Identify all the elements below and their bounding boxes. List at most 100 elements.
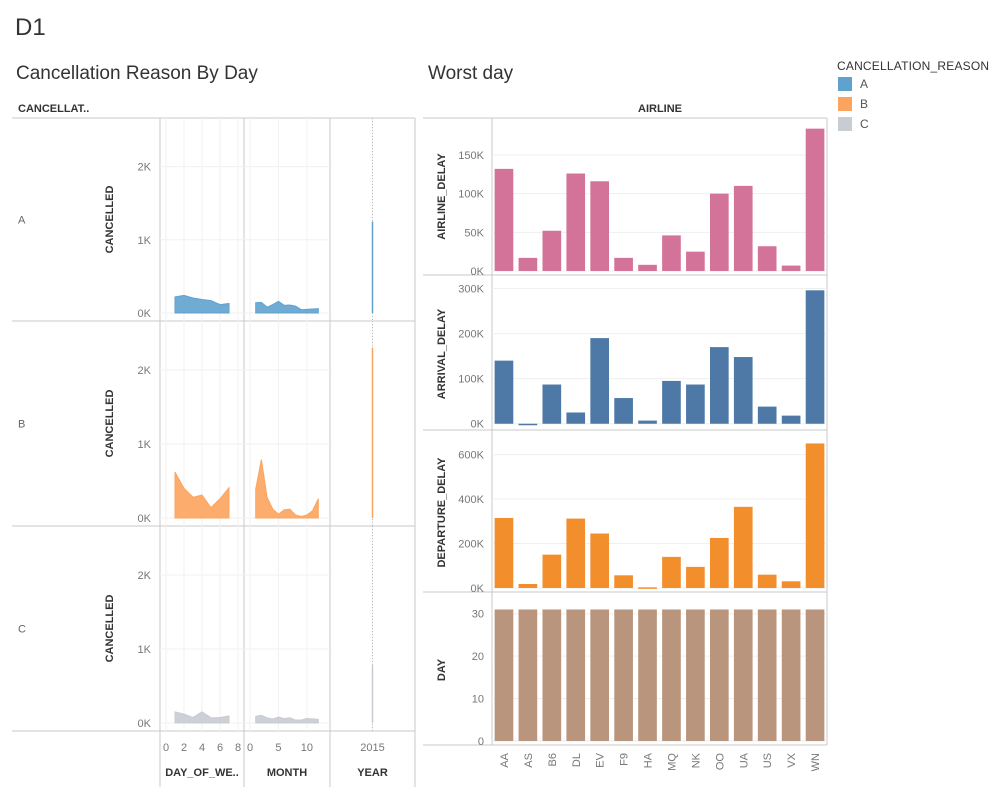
x-tick-label-wn: WN — [810, 753, 822, 771]
y-tick-label: 600K — [458, 450, 484, 462]
bar-departure_delay-wn — [805, 443, 825, 588]
legend-swatch-a — [838, 77, 852, 91]
y-tick-label: 0K — [138, 718, 152, 730]
legend-item-b[interactable]: B — [838, 97, 868, 111]
y-axis-title-airline_delay: AIRLINE_DELAY — [436, 153, 448, 240]
y-tick-label: 0 — [478, 736, 484, 748]
area-month-c — [255, 714, 319, 724]
x-tick-label-nk: NK — [690, 752, 702, 768]
bar-airline_delay-us — [757, 246, 777, 271]
bar-arrival_delay-dl — [566, 412, 586, 424]
bar-day-oo — [709, 609, 729, 741]
bar-day-us — [757, 609, 777, 741]
bar-airline_delay-ha — [638, 264, 657, 271]
area-day_of_week-a — [174, 294, 230, 314]
bar-day-ha — [638, 609, 657, 741]
y-axis-title-c: CANCELLED — [104, 595, 116, 663]
area-month-b — [255, 459, 319, 519]
x-tick-label: 8 — [235, 742, 241, 754]
legend-item-c[interactable]: C — [838, 117, 869, 131]
bar-arrival_delay-wn — [805, 290, 825, 424]
bar-airline_delay-as — [518, 257, 538, 271]
x-tick-label: 2 — [181, 742, 187, 754]
left-sheet-title: Cancellation Reason By Day — [16, 63, 258, 84]
y-tick-label: 150K — [458, 150, 484, 162]
bar-departure_delay-ua — [733, 506, 753, 588]
legend-label-c: C — [860, 117, 869, 131]
y-tick-label: 400K — [458, 494, 484, 506]
y-tick-label: 30 — [472, 609, 484, 621]
bar-departure_delay-f9 — [614, 575, 633, 588]
row-label-c: C — [18, 624, 26, 636]
row-label-a: A — [18, 215, 26, 227]
bar-arrival_delay-nk — [686, 384, 705, 424]
x-tick-label-ev: EV — [595, 752, 607, 767]
bar-airline_delay-f9 — [614, 257, 633, 271]
y-tick-label: 0K — [471, 419, 485, 431]
bar-airline_delay-dl — [566, 173, 586, 271]
y-tick-label: 20 — [472, 651, 484, 663]
bar-day-ev — [590, 609, 610, 741]
bar-departure_delay-dl — [566, 518, 586, 588]
bar-day-wn — [805, 609, 825, 741]
x-tick-label-aa: AA — [499, 752, 511, 767]
y-axis-title-day: DAY — [436, 658, 448, 681]
row-label-b: B — [18, 419, 25, 431]
bar-airline_delay-wn — [805, 128, 825, 271]
y-tick-label: 100K — [458, 374, 484, 386]
y-tick-label: 0K — [471, 583, 485, 595]
bar-departure_delay-us — [757, 574, 777, 588]
x-tick-label-us: US — [762, 753, 774, 768]
x-tick-label: 4 — [199, 742, 205, 754]
bar-day-vx — [781, 609, 801, 741]
bar-arrival_delay-ua — [733, 357, 753, 424]
area-day_of_week-b — [174, 471, 230, 519]
bar-arrival_delay-b6 — [542, 384, 562, 424]
y-tick-label: 0K — [471, 266, 485, 278]
bar-departure_delay-ha — [638, 587, 657, 589]
dashboard-title: D1 — [15, 14, 46, 41]
bar-airline_delay-ua — [733, 185, 753, 271]
bar-day-f9 — [614, 609, 633, 741]
bar-arrival_delay-aa — [494, 360, 514, 424]
bar-arrival_delay-us — [757, 406, 777, 424]
bar-airline_delay-nk — [686, 251, 705, 271]
y-tick-label: 200K — [458, 329, 484, 341]
bar-airline_delay-aa — [494, 168, 514, 271]
legend-item-a[interactable]: A — [838, 77, 868, 91]
area-month-a — [255, 300, 319, 314]
x-tick-label: 0 — [247, 742, 253, 754]
y-tick-label: 1K — [138, 644, 152, 656]
y-tick-label: 0K — [138, 513, 152, 525]
bar-day-mq — [662, 609, 681, 741]
x-tick-label-b6: B6 — [547, 753, 559, 766]
bar-airline_delay-mq — [662, 235, 681, 271]
y-axis-title-arrival_delay: ARRIVAL_DELAY — [436, 308, 448, 399]
bar-arrival_delay-vx — [781, 415, 801, 424]
bar-departure_delay-b6 — [542, 554, 562, 588]
x-axis-title-month: MONTH — [267, 767, 307, 779]
bar-airline_delay-b6 — [542, 230, 562, 271]
bar-arrival_delay-oo — [709, 347, 729, 424]
y-tick-label: 2K — [138, 570, 152, 582]
y-axis-title-a: CANCELLED — [104, 186, 116, 254]
bar-departure_delay-nk — [686, 566, 705, 588]
y-tick-label: 200K — [458, 539, 484, 551]
bar-arrival_delay-as — [518, 423, 538, 426]
bar-airline_delay-ev — [590, 181, 610, 271]
legend-title: CANCELLATION_REASON — [837, 59, 990, 73]
x-tick-label-oo: OO — [714, 753, 726, 771]
legend-swatch-c — [838, 117, 852, 131]
x-tick-label-mq: MQ — [666, 753, 678, 771]
legend-label-a: A — [860, 77, 869, 91]
bar-departure_delay-aa — [494, 517, 514, 588]
bar-departure_delay-as — [518, 583, 538, 588]
bar-day-as — [518, 609, 538, 741]
bar-day-ua — [733, 609, 753, 741]
bar-arrival_delay-ha — [638, 420, 657, 424]
bar-day-dl — [566, 609, 586, 741]
row-header-label: CANCELLAT.. — [18, 103, 89, 115]
bar-day-nk — [686, 609, 705, 741]
